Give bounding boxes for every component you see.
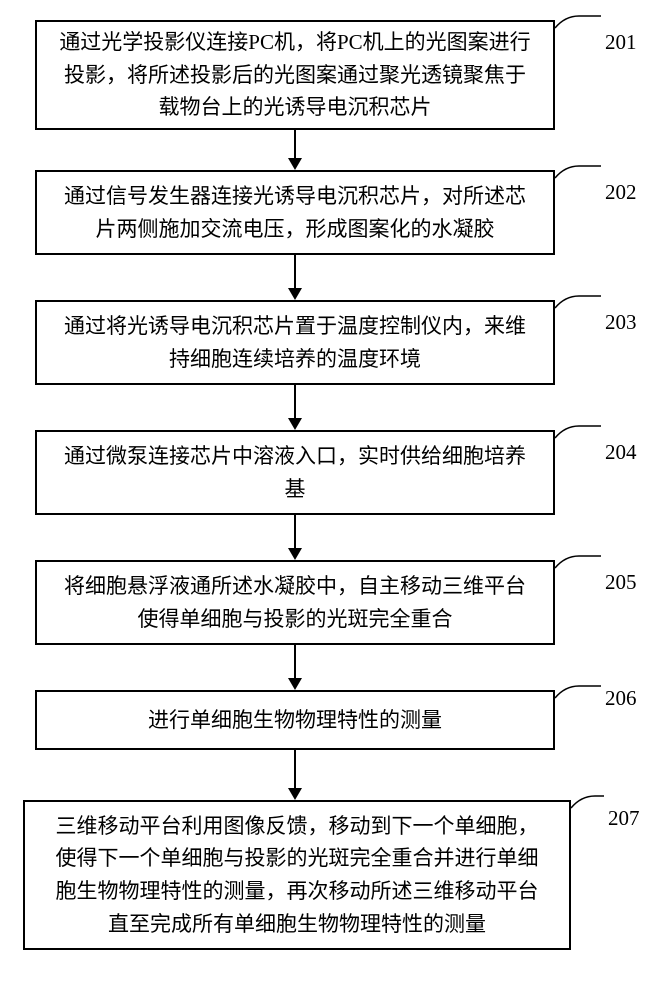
flow-step-label: 205 bbox=[605, 570, 637, 595]
flow-arrow bbox=[286, 513, 304, 562]
flow-step-text: 进行单细胞生物物理特性的测量 bbox=[130, 698, 460, 743]
leader-line bbox=[553, 424, 603, 440]
flow-arrow bbox=[286, 383, 304, 432]
flow-arrow bbox=[286, 128, 304, 172]
leader-line bbox=[553, 294, 603, 310]
leader-line bbox=[553, 684, 603, 700]
flow-step-n4: 通过微泵连接芯片中溶液入口，实时供给细胞培养 基 bbox=[35, 430, 555, 515]
flow-step-n3: 通过将光诱导电沉积芯片置于温度控制仪内，来维 持细胞连续培养的温度环境 bbox=[35, 300, 555, 385]
leader-line bbox=[553, 14, 603, 30]
flow-step-text: 通过将光诱导电沉积芯片置于温度控制仪内，来维 持细胞连续培养的温度环境 bbox=[46, 304, 544, 381]
flow-step-label: 206 bbox=[605, 686, 637, 711]
flow-step-n6: 进行单细胞生物物理特性的测量 bbox=[35, 690, 555, 750]
flow-step-n2: 通过信号发生器连接光诱导电沉积芯片，对所述芯 片两侧施加交流电压，形成图案化的水… bbox=[35, 170, 555, 255]
flow-arrow bbox=[286, 643, 304, 692]
flow-step-text: 通过微泵连接芯片中溶液入口，实时供给细胞培养 基 bbox=[46, 434, 544, 511]
flow-step-n1: 通过光学投影仪连接PC机，将PC机上的光图案进行 投影，将所述投影后的光图案通过… bbox=[35, 20, 555, 130]
flow-step-label: 207 bbox=[608, 806, 640, 831]
flow-step-label: 203 bbox=[605, 310, 637, 335]
flow-step-n7: 三维移动平台利用图像反馈，移动到下一个单细胞， 使得下一个单细胞与投影的光斑完全… bbox=[23, 800, 571, 950]
flow-step-label: 201 bbox=[605, 30, 637, 55]
flow-step-label: 204 bbox=[605, 440, 637, 465]
flowchart-canvas: 通过光学投影仪连接PC机，将PC机上的光图案进行 投影，将所述投影后的光图案通过… bbox=[0, 0, 660, 1000]
flow-step-label: 202 bbox=[605, 180, 637, 205]
flow-step-n5: 将细胞悬浮液通所述水凝胶中，自主移动三维平台 使得单细胞与投影的光斑完全重合 bbox=[35, 560, 555, 645]
flow-step-text: 三维移动平台利用图像反馈，移动到下一个单细胞， 使得下一个单细胞与投影的光斑完全… bbox=[38, 804, 557, 946]
leader-line bbox=[553, 164, 603, 180]
flow-step-text: 通过光学投影仪连接PC机，将PC机上的光图案进行 投影，将所述投影后的光图案通过… bbox=[41, 20, 548, 130]
flow-arrow bbox=[286, 253, 304, 302]
flow-arrow bbox=[286, 748, 304, 802]
flow-step-text: 将细胞悬浮液通所述水凝胶中，自主移动三维平台 使得单细胞与投影的光斑完全重合 bbox=[46, 564, 544, 641]
flow-step-text: 通过信号发生器连接光诱导电沉积芯片，对所述芯 片两侧施加交流电压，形成图案化的水… bbox=[46, 174, 544, 251]
leader-line bbox=[569, 794, 606, 810]
leader-line bbox=[553, 554, 603, 570]
